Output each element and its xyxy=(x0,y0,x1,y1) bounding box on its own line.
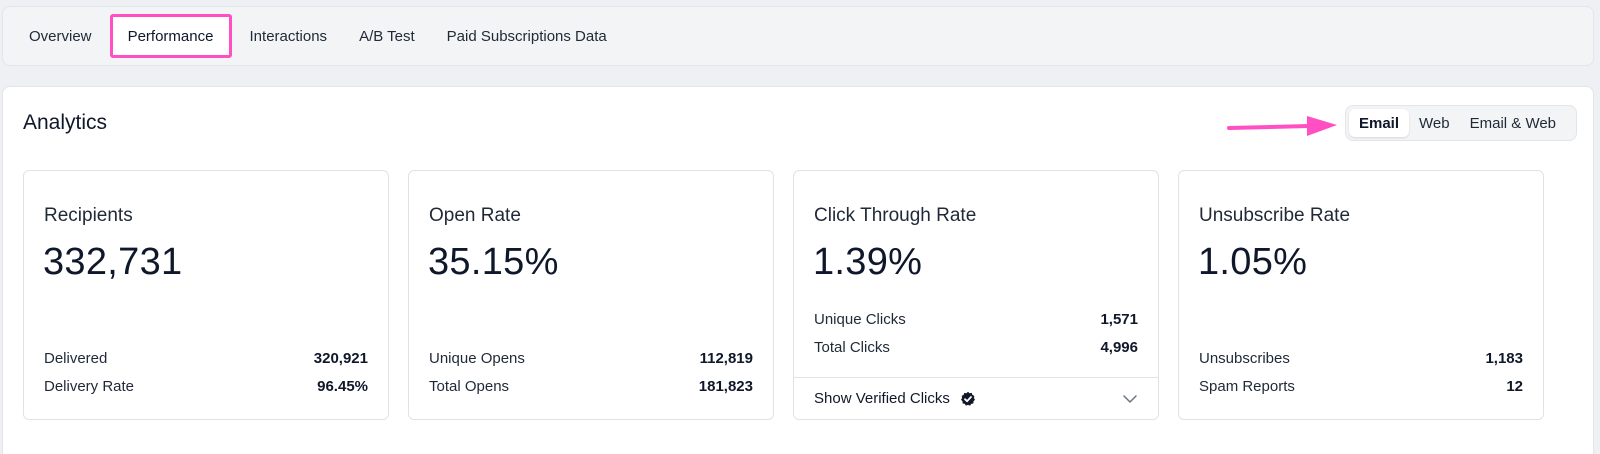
stat-value: 112,819 xyxy=(699,349,753,367)
tab-overview[interactable]: Overview xyxy=(29,27,92,45)
card-label: Click Through Rate xyxy=(814,205,977,226)
stat-value: 12 xyxy=(1506,377,1523,395)
card-label: Unsubscribe Rate xyxy=(1199,205,1351,226)
tab-interactions[interactable]: Interactions xyxy=(249,27,328,45)
section-title: Analytics xyxy=(23,111,108,134)
tab-bar: Overview Performance Interactions A/B Te… xyxy=(2,6,1594,66)
stat-label: Total Opens xyxy=(429,377,510,395)
stat-value: 96.45% xyxy=(317,377,368,395)
stat-value: 320,921 xyxy=(313,349,368,367)
footer-label: Show Verified Clicks xyxy=(814,390,950,407)
view-email-web-button[interactable]: Email & Web xyxy=(1469,114,1557,132)
unsubscribe-rate-card: Unsubscribe Rate 1.05% Unsubscribes 1,18… xyxy=(1178,170,1544,420)
stat-row: Unsubscribes 1,183 xyxy=(1199,348,1523,368)
recipients-card: Recipients 332,731 Delivered 320,921 Del… xyxy=(23,170,389,420)
view-toggle: Email Web Email & Web xyxy=(1345,105,1577,141)
card-value: 35.15% xyxy=(428,241,559,283)
stat-label: Unique Clicks xyxy=(814,310,906,328)
stat-value: 181,823 xyxy=(698,377,753,395)
stat-label: Unsubscribes xyxy=(1199,349,1290,367)
analytics-panel: Analytics Email Web Email & Web Recipien… xyxy=(2,86,1594,454)
stat-label: Delivered xyxy=(44,349,108,367)
tab-paid-subscriptions-data[interactable]: Paid Subscriptions Data xyxy=(446,27,607,45)
stat-row: Total Clicks 4,996 xyxy=(814,337,1138,357)
stat-label: Unique Opens xyxy=(429,349,525,367)
stat-value: 1,183 xyxy=(1485,349,1523,367)
show-verified-clicks-toggle[interactable]: Show Verified Clicks xyxy=(794,377,1158,419)
card-value: 332,731 xyxy=(43,241,183,283)
tab-ab-test[interactable]: A/B Test xyxy=(359,27,415,45)
stat-value: 1,571 xyxy=(1100,310,1138,328)
stat-value: 4,996 xyxy=(1100,338,1138,356)
stat-row: Delivered 320,921 xyxy=(44,348,368,368)
view-web-button[interactable]: Web xyxy=(1419,114,1450,132)
stat-row: Unique Opens 112,819 xyxy=(429,348,753,368)
card-value: 1.39% xyxy=(813,241,923,283)
stat-row: Unique Clicks 1,571 xyxy=(814,309,1138,329)
stat-row: Delivery Rate 96.45% xyxy=(44,376,368,396)
open-rate-card: Open Rate 35.15% Unique Opens 112,819 To… xyxy=(408,170,774,420)
stat-row: Total Opens 181,823 xyxy=(429,376,753,396)
card-label: Open Rate xyxy=(429,205,521,226)
card-label: Recipients xyxy=(44,205,133,226)
tab-performance[interactable]: Performance xyxy=(109,14,232,58)
view-email-button[interactable]: Email xyxy=(1349,109,1410,137)
click-through-rate-card: Click Through Rate 1.39% Unique Clicks 1… xyxy=(793,170,1159,420)
stat-label: Total Clicks xyxy=(814,338,890,356)
chevron-down-icon[interactable] xyxy=(1122,391,1138,407)
stat-row: Spam Reports 12 xyxy=(1199,376,1523,396)
arrow-right-icon xyxy=(1227,116,1337,136)
stat-label: Spam Reports xyxy=(1199,377,1295,395)
verified-check-icon xyxy=(960,391,976,407)
card-value: 1.05% xyxy=(1198,241,1308,283)
stat-label: Delivery Rate xyxy=(44,377,135,395)
